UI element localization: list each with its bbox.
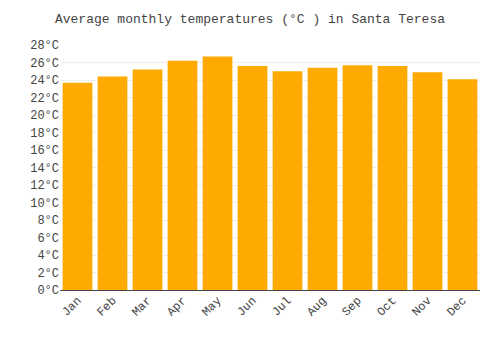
svg-text:18°C: 18°C [30,127,59,141]
svg-text:Mar: Mar [129,294,154,319]
svg-text:Aug: Aug [304,294,329,319]
svg-text:2°C: 2°C [37,267,59,281]
svg-text:Jan: Jan [59,294,84,319]
svg-text:22°C: 22°C [30,92,59,106]
svg-text:26°C: 26°C [30,57,59,71]
svg-text:Feb: Feb [94,294,119,319]
svg-text:0°C: 0°C [37,284,59,298]
svg-text:14°C: 14°C [30,162,59,176]
svg-text:16°C: 16°C [30,144,59,158]
svg-text:Nov: Nov [409,294,434,319]
svg-text:May: May [199,294,224,319]
svg-text:Jul: Jul [269,294,294,319]
svg-text:24°C: 24°C [30,74,59,88]
svg-text:8°C: 8°C [37,214,59,228]
svg-text:Jun: Jun [234,294,259,319]
svg-text:6°C: 6°C [37,232,59,246]
svg-text:28°C: 28°C [30,39,59,53]
svg-text:Average monthly temperatures (: Average monthly temperatures (°C ) in Sa… [55,12,445,27]
svg-text:Sep: Sep [339,294,364,319]
svg-text:20°C: 20°C [30,109,59,123]
svg-text:10°C: 10°C [30,197,59,211]
svg-text:Apr: Apr [164,294,189,319]
svg-text:Oct: Oct [374,294,399,319]
svg-text:Dec: Dec [444,294,469,319]
svg-text:12°C: 12°C [30,179,59,193]
svg-text:4°C: 4°C [37,249,59,263]
